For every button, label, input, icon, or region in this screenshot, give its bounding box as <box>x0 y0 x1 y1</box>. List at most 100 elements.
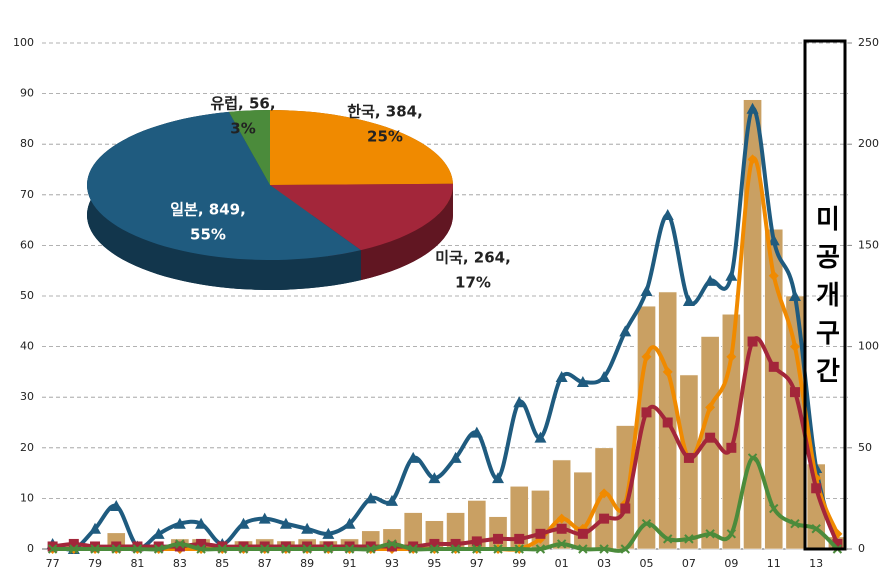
marker <box>576 376 589 388</box>
marker <box>769 503 779 514</box>
marker <box>259 541 270 552</box>
marker <box>365 541 376 552</box>
x-tick-label: 89 <box>300 557 314 570</box>
marker <box>408 541 419 552</box>
marker <box>366 544 376 554</box>
marker <box>237 517 250 529</box>
y-tick-label: 70 <box>20 188 34 201</box>
marker <box>705 402 716 413</box>
marker <box>281 544 291 554</box>
x-tick-label: 91 <box>343 557 357 570</box>
marker <box>470 426 483 438</box>
marker <box>472 544 482 554</box>
marker <box>726 442 737 453</box>
marker <box>747 154 758 165</box>
marker <box>514 544 524 554</box>
marker <box>705 529 715 539</box>
pie-label: 미국, 264, <box>435 249 511 267</box>
y-tick-label: 90 <box>20 87 34 100</box>
x-tick-label: 07 <box>682 557 696 570</box>
marker <box>641 351 652 362</box>
pie-slice <box>270 110 453 185</box>
y-tick-label: 0 <box>27 542 34 555</box>
marker <box>260 544 270 554</box>
marker <box>811 524 821 534</box>
marker <box>364 492 377 504</box>
marker <box>301 522 314 534</box>
marker <box>302 544 312 554</box>
marker <box>620 544 630 554</box>
marker <box>620 503 631 514</box>
marker <box>152 527 165 539</box>
x-tick-label: 87 <box>258 557 272 570</box>
series-line <box>52 336 840 549</box>
marker <box>535 528 546 539</box>
marker <box>662 366 673 377</box>
marker <box>493 544 503 554</box>
marker <box>280 541 291 552</box>
marker <box>323 544 334 554</box>
marker <box>684 534 694 544</box>
bar <box>743 99 762 550</box>
x-tick-label: 01 <box>555 557 569 570</box>
y2-tick-label: 0 <box>858 542 865 555</box>
y-tick-label: 80 <box>20 137 34 150</box>
marker <box>279 517 292 529</box>
marker <box>385 494 398 506</box>
marker <box>492 472 505 484</box>
marker <box>89 522 102 534</box>
marker <box>556 523 567 534</box>
marker <box>323 541 334 552</box>
marker <box>725 269 738 281</box>
marker <box>90 544 100 554</box>
marker <box>705 432 716 443</box>
x-tick-label: 79 <box>88 557 102 570</box>
marker <box>450 544 461 554</box>
x-tick-label: 03 <box>597 557 611 570</box>
marker <box>683 452 694 463</box>
marker <box>598 370 611 382</box>
pie-label: 한국, 384, <box>347 103 423 121</box>
marker <box>175 539 185 549</box>
marker <box>513 396 526 408</box>
marker <box>217 541 228 552</box>
x-tick-label: 09 <box>724 557 738 570</box>
marker <box>153 541 164 552</box>
marker <box>387 539 397 549</box>
x-tick-label: 95 <box>427 557 441 570</box>
x-tick-label: 77 <box>46 557 60 570</box>
y2-tick-label: 200 <box>858 137 879 150</box>
marker <box>514 533 525 544</box>
marker <box>746 102 759 114</box>
marker <box>619 325 632 337</box>
pie-percent: 3% <box>230 120 255 138</box>
x-tick-label: 83 <box>173 557 187 570</box>
marker <box>726 529 737 539</box>
pie-side <box>360 183 454 281</box>
y2-tick-label: 50 <box>858 441 872 454</box>
bar <box>552 459 572 550</box>
x-tick-label: 11 <box>767 557 781 570</box>
x-tick-label: 99 <box>512 557 526 570</box>
marker <box>449 451 462 463</box>
y-tick-label: 60 <box>20 238 34 251</box>
marker <box>661 209 674 221</box>
marker <box>258 512 271 524</box>
x-tick-label: 81 <box>130 557 144 570</box>
marker <box>789 387 800 398</box>
marker <box>768 361 779 372</box>
marker <box>428 472 441 484</box>
marker <box>196 538 207 549</box>
marker <box>663 534 673 544</box>
marker <box>768 270 779 281</box>
x-tick-label: 13 <box>809 557 823 570</box>
marker <box>556 539 567 549</box>
marker <box>641 407 652 418</box>
marker <box>429 544 440 554</box>
marker <box>110 499 123 511</box>
marker <box>578 544 588 554</box>
y-tick-label: 10 <box>20 491 34 504</box>
marker <box>407 451 420 463</box>
marker <box>747 453 758 463</box>
